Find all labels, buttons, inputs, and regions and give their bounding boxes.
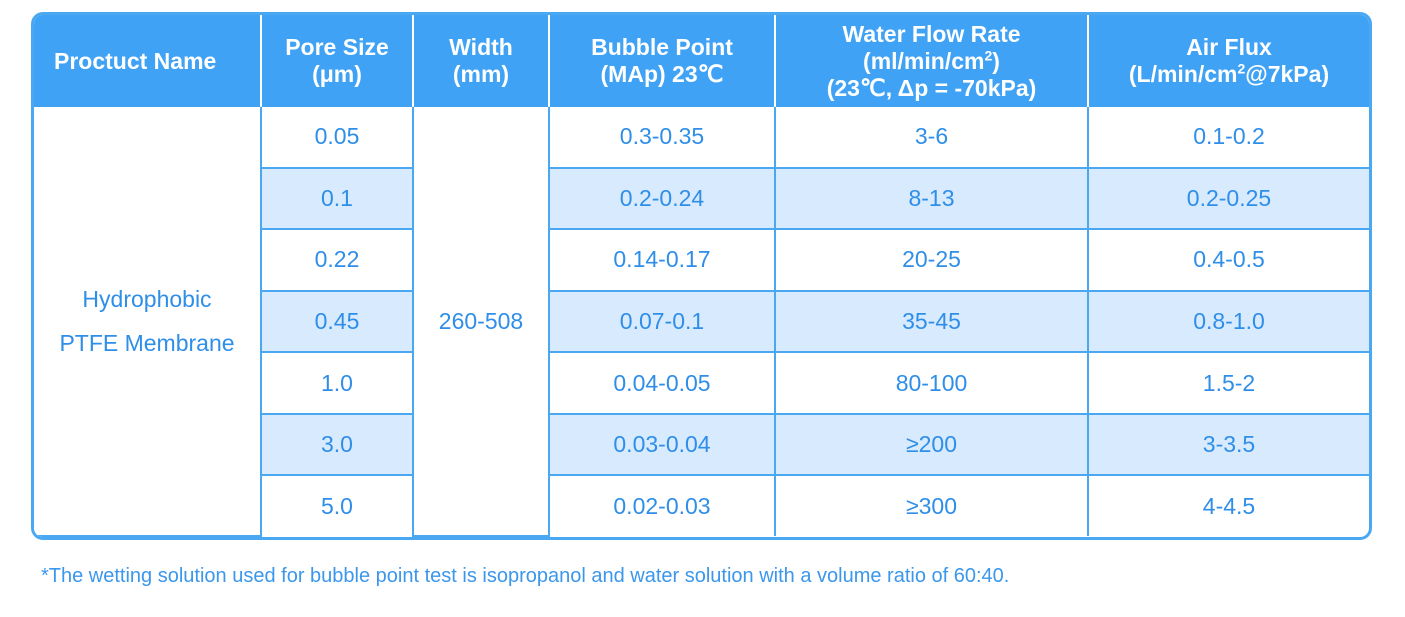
table-row: 0.1 0.2-0.24 8-13 0.2-0.25 (34, 166, 1369, 231)
table-row: 3.0 0.03-0.04 ≥200 3-3.5 (34, 412, 1369, 477)
product-name-line1: Hydrophobic (82, 286, 212, 312)
water-flow-cell: 8-13 (774, 166, 1089, 231)
table-body: Hydrophobic PTFE Membrane 0.05 260-508 0… (34, 107, 1369, 537)
water-flow-cell: 20-25 (774, 228, 1089, 292)
header-width-unit: (mm) (452, 61, 510, 87)
water-flow-cell: 80-100 (774, 351, 1089, 415)
header-bubble-point-unit: (MAp) 23℃ (600, 61, 724, 87)
bubble-point-cell: 0.14-0.17 (548, 228, 776, 292)
table-row: 5.0 0.02-0.03 ≥300 4-4.5 (34, 474, 1369, 536)
header-width: Width (mm) (412, 15, 549, 107)
header-water-flow-label: Water Flow Rate (842, 20, 1021, 47)
footnote: *The wetting solution used for bubble po… (41, 565, 1010, 587)
header-width-label: Width (449, 34, 513, 60)
table-row: 0.22 0.14-0.17 20-25 0.4-0.5 (34, 228, 1369, 292)
header-water-flow-unit-pre: (ml/min/cm (863, 47, 985, 74)
header-air-flux: Air Flux (L/min/cm2@7kPa) (1087, 15, 1369, 107)
table-row: 0.45 0.07-0.1 35-45 0.8-1.0 (34, 289, 1369, 354)
product-name-cell: Hydrophobic PTFE Membrane (34, 107, 262, 537)
water-flow-cell: ≥200 (774, 412, 1089, 477)
table-row: Hydrophobic PTFE Membrane 0.05 260-508 0… (34, 107, 1369, 537)
header-pore-size-label: Pore Size (285, 34, 389, 60)
bubble-point-cell: 0.04-0.05 (548, 351, 776, 415)
header-air-flux-label: Air Flux (1186, 34, 1272, 60)
bubble-point-cell: 0.07-0.1 (548, 289, 776, 354)
pore-size-cell: 0.1 (261, 166, 414, 231)
header-row: Proctuct Name Pore Size (μm) Width (mm) … (34, 15, 1369, 107)
pore-size-cell: 0.45 (261, 289, 414, 354)
pore-size-cell: 0.05 (260, 107, 414, 169)
pore-size-cell: 3.0 (261, 412, 414, 477)
pore-size-cell: 0.22 (261, 228, 414, 292)
header-water-flow-rate: Water Flow Rate (ml/min/cm2) (23℃, Δp = … (774, 15, 1088, 107)
bubble-point-cell: 0.02-0.03 (548, 474, 776, 536)
air-flux-cell: 0.1-0.2 (1087, 107, 1369, 169)
table-header: Proctuct Name Pore Size (μm) Width (mm) … (34, 15, 1369, 107)
bubble-point-cell: 0.03-0.04 (548, 412, 776, 477)
header-product-name: Proctuct Name (34, 15, 261, 107)
header-air-flux-unit-sup: 2 (1237, 60, 1246, 77)
air-flux-cell: 4-4.5 (1087, 474, 1369, 536)
header-pore-size: Pore Size (μm) (260, 15, 413, 107)
water-flow-cell: ≥300 (774, 474, 1089, 536)
air-flux-cell: 3-3.5 (1087, 412, 1369, 477)
air-flux-cell: 0.4-0.5 (1087, 228, 1369, 292)
header-water-flow-unit-sup: 2 (984, 46, 993, 63)
header-water-flow-unit-post: ) (992, 47, 1000, 74)
bubble-point-cell: 0.2-0.24 (548, 166, 776, 231)
bubble-point-cell: 0.3-0.35 (548, 107, 776, 169)
water-flow-cell: 3-6 (774, 107, 1089, 169)
air-flux-cell: 0.2-0.25 (1087, 166, 1369, 231)
header-water-flow-unit: (ml/min/cm2) (780, 48, 1083, 75)
header-air-flux-unit-post: @7kPa) (1245, 61, 1330, 87)
header-water-flow-condition: (23℃, Δp = -70kPa) (826, 74, 1037, 101)
pore-size-cell: 5.0 (261, 474, 414, 536)
header-air-flux-unit: (L/min/cm2@7kPa) (1093, 61, 1365, 88)
header-bubble-point-label: Bubble Point (591, 34, 733, 60)
water-flow-cell: 35-45 (774, 289, 1089, 354)
header-air-flux-unit-pre: (L/min/cm (1128, 61, 1238, 87)
header-bubble-point: Bubble Point (MAp) 23℃ (548, 15, 775, 107)
air-flux-cell: 0.8-1.0 (1087, 289, 1369, 354)
spec-table: Proctuct Name Pore Size (μm) Width (mm) … (34, 15, 1369, 537)
air-flux-cell: 1.5-2 (1087, 351, 1369, 415)
header-product-name-label: Proctuct Name (54, 47, 217, 74)
width-cell: 260-508 (412, 107, 550, 537)
header-pore-size-unit: (μm) (312, 61, 362, 87)
product-name-line2: PTFE Membrane (59, 330, 235, 356)
spec-table-container: Proctuct Name Pore Size (μm) Width (mm) … (31, 12, 1372, 540)
table-row: 1.0 0.04-0.05 80-100 1.5-2 (34, 351, 1369, 415)
pore-size-cell: 1.0 (261, 351, 414, 415)
